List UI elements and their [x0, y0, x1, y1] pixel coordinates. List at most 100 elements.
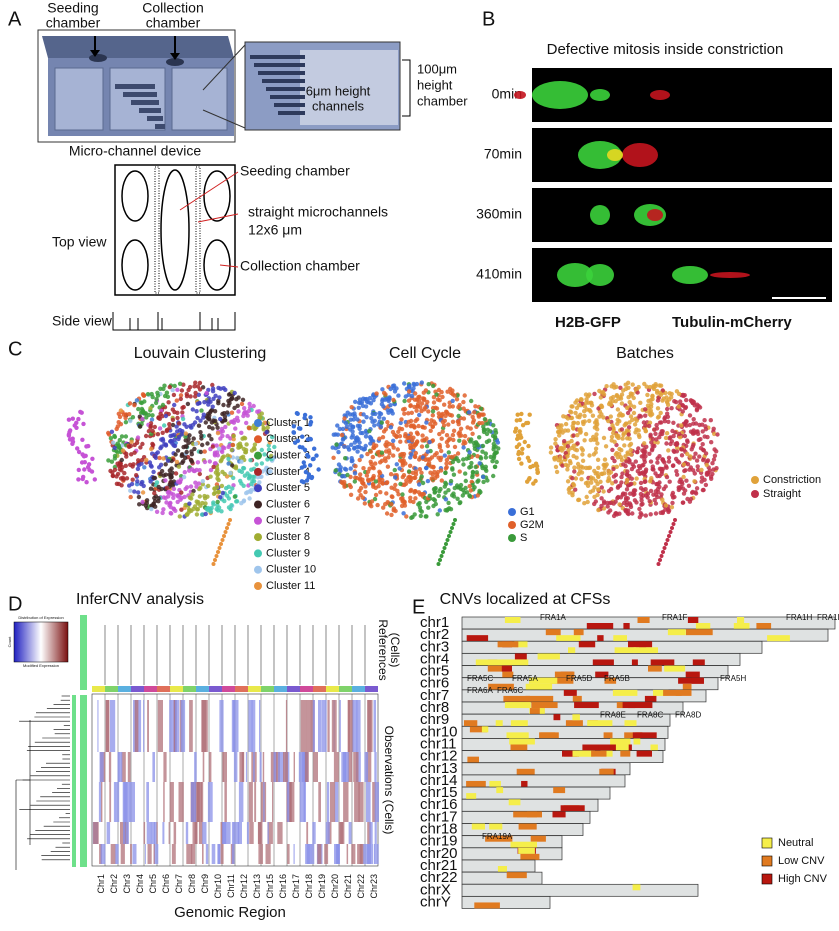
cnv-stripe: [178, 782, 184, 822]
cnv-stripe: [270, 752, 276, 782]
cell-dot: [193, 380, 198, 385]
cell-dot: [138, 445, 143, 450]
cell-dot: [666, 455, 672, 460]
cnv-stripe: [133, 700, 136, 752]
cell-dot: [662, 546, 667, 550]
cell-dot: [398, 481, 403, 487]
cell-dot: [386, 455, 391, 460]
cell-dot: [164, 485, 170, 490]
device-frame: [37, 29, 236, 143]
zoom-step: [266, 87, 305, 91]
cell-dot: [163, 413, 169, 419]
channel-label: H2B-GFP: [555, 314, 621, 331]
cell-dot: [184, 485, 190, 490]
cell-dot: [301, 460, 306, 465]
cell-dot: [230, 442, 235, 448]
cell-dot: [127, 401, 133, 406]
cell-dot: [355, 417, 360, 422]
cell-dot: [223, 424, 228, 430]
cell-dot: [443, 481, 449, 487]
cnv-segment: [572, 750, 595, 757]
cell-dot: [467, 493, 472, 498]
cell-dot: [669, 505, 675, 510]
site-label: FRA1F: [662, 613, 687, 622]
cell-dot: [607, 426, 613, 431]
cell-dot: [227, 489, 233, 495]
device-step: [131, 100, 159, 105]
cell-dot: [611, 513, 617, 519]
cell-dot: [711, 457, 717, 462]
cell-dot: [435, 512, 440, 517]
cnv-stripe: [334, 782, 339, 822]
cell-dot: [218, 495, 223, 500]
cell-dot: [703, 482, 709, 488]
zoom-step: [270, 95, 305, 99]
cell: [532, 81, 588, 109]
cell-dot: [235, 415, 240, 420]
cnv-stripe: [147, 700, 149, 752]
chr-label: Chr10: [213, 874, 223, 899]
cnv-stripe: [262, 752, 265, 782]
cell-dot: [331, 432, 336, 437]
cell-dot: [669, 406, 674, 411]
device-window: [54, 67, 104, 131]
cnv-stripe: [105, 700, 110, 752]
cell-dot: [420, 480, 426, 486]
cell-dot: [179, 507, 184, 512]
legend-dot: [254, 467, 262, 476]
cnv-stripe: [306, 822, 309, 844]
cell-dot: [458, 500, 463, 505]
legend-label: Cluster 9: [266, 547, 310, 559]
legend-label: Low CNV: [778, 855, 825, 867]
cell-dot: [411, 423, 416, 428]
cell-dot: [601, 415, 606, 420]
label: Distribution of Expression: [18, 615, 63, 620]
chr-label: chr19: [420, 833, 458, 850]
cell-dot: [92, 477, 98, 482]
cell-dot: [613, 499, 618, 504]
cnv-stripe: [220, 844, 224, 864]
cell-dot: [475, 443, 481, 448]
cell-dot: [401, 407, 406, 412]
cell: [607, 149, 623, 161]
cell-dot: [180, 405, 185, 410]
cell-dot: [161, 495, 166, 500]
cell-dot: [168, 500, 173, 506]
cell-dot: [126, 444, 132, 449]
cell-dot: [379, 450, 385, 455]
cell-dot: [163, 478, 168, 483]
cnv-stripe: [278, 752, 284, 782]
cnv-stripe: [335, 844, 340, 864]
cell-dot: [132, 442, 137, 448]
cell-dot: [686, 483, 692, 488]
cell-dot: [643, 449, 648, 455]
arrow-head: [170, 53, 180, 60]
cell-dot: [563, 462, 569, 467]
cell-dot: [173, 508, 178, 513]
cell-dot: [659, 469, 665, 474]
cell-dot: [601, 435, 607, 441]
cell-dot: [481, 479, 486, 485]
cell-dot: [190, 407, 195, 412]
cell-dot: [185, 401, 191, 407]
cell-dot: [604, 384, 609, 389]
cell-dot: [389, 502, 394, 507]
cell-dot: [158, 472, 163, 477]
cell-dot: [158, 411, 163, 416]
cnv-stripe: [108, 752, 112, 782]
cell-dot: [222, 417, 228, 423]
legend-dot: [254, 500, 262, 509]
cnv-stripe: [343, 782, 349, 822]
cell-dot: [473, 404, 478, 409]
chr-band: [131, 686, 144, 692]
cell-dot: [216, 446, 222, 451]
cnv-stripe: [239, 752, 244, 782]
cell-dot: [136, 494, 142, 500]
cell-dot: [171, 495, 176, 500]
cell-dot: [610, 398, 615, 404]
cnv-stripe: [324, 844, 329, 864]
cell-dot: [170, 422, 176, 428]
label: Batches: [616, 345, 674, 362]
cnv-stripe: [127, 752, 131, 782]
cnv-segment: [504, 617, 521, 623]
